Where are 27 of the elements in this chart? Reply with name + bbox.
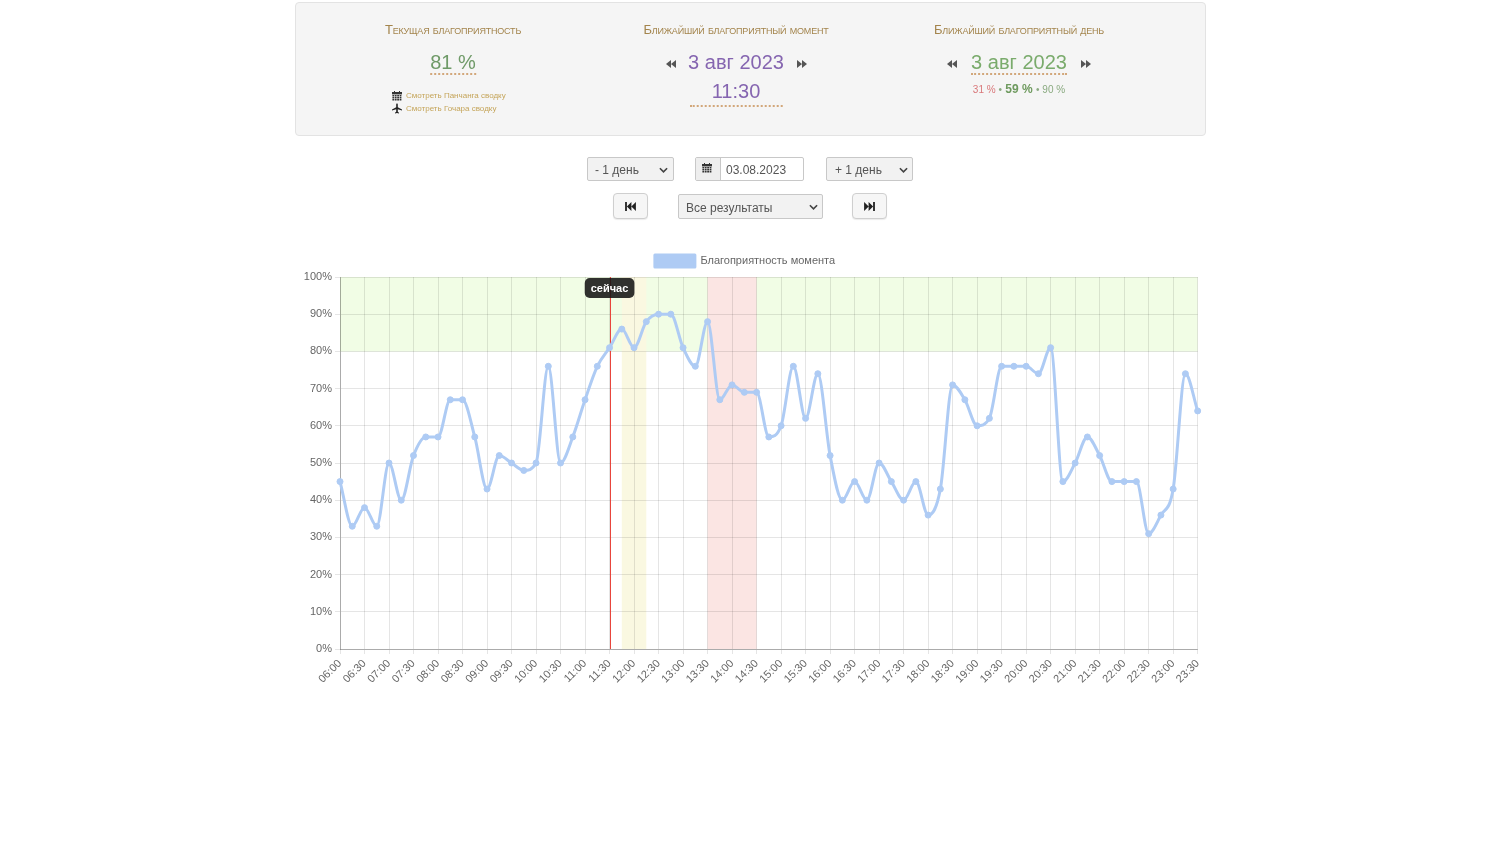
ref-line-label: сейчас	[590, 281, 629, 294]
select-field: + 1 день	[826, 157, 913, 181]
select-field: Все результаты	[678, 194, 823, 219]
text: Смотреть Гочара сводку	[406, 104, 497, 113]
y-tick-label: 50%	[309, 456, 333, 469]
y-tick-label: 70%	[309, 381, 333, 394]
text: 11:30	[689, 80, 783, 107]
y-tick-label: 80%	[309, 344, 333, 357]
text: Ближайший благоприятный момент	[643, 22, 829, 37]
y-tick-label: 0%	[316, 642, 333, 655]
legend-label: Благоприятность момента	[700, 254, 836, 267]
date-field: 03.08.2023	[695, 157, 804, 181]
y-tick-label: 40%	[309, 493, 333, 506]
text: 31 % • 59 % • 90 %	[972, 82, 1066, 96]
text: Ближайший благоприятный день	[933, 22, 1105, 37]
y-tick-label: 30%	[309, 530, 333, 543]
y-tick-label: 20%	[309, 567, 333, 580]
y-tick-label: 100%	[303, 270, 333, 283]
y-tick-label: 10%	[309, 604, 333, 617]
text: 3 авг 2023	[688, 51, 784, 73]
text: Смотреть Панчанга сводку	[406, 91, 506, 100]
text: 3 авг 2023	[971, 51, 1067, 75]
y-tick-label: 60%	[309, 418, 333, 431]
text: 81 %	[430, 51, 476, 75]
select-field: - 1 день	[587, 157, 674, 181]
text: Текущая благоприятность	[384, 22, 522, 37]
y-tick-label: 90%	[309, 307, 333, 320]
